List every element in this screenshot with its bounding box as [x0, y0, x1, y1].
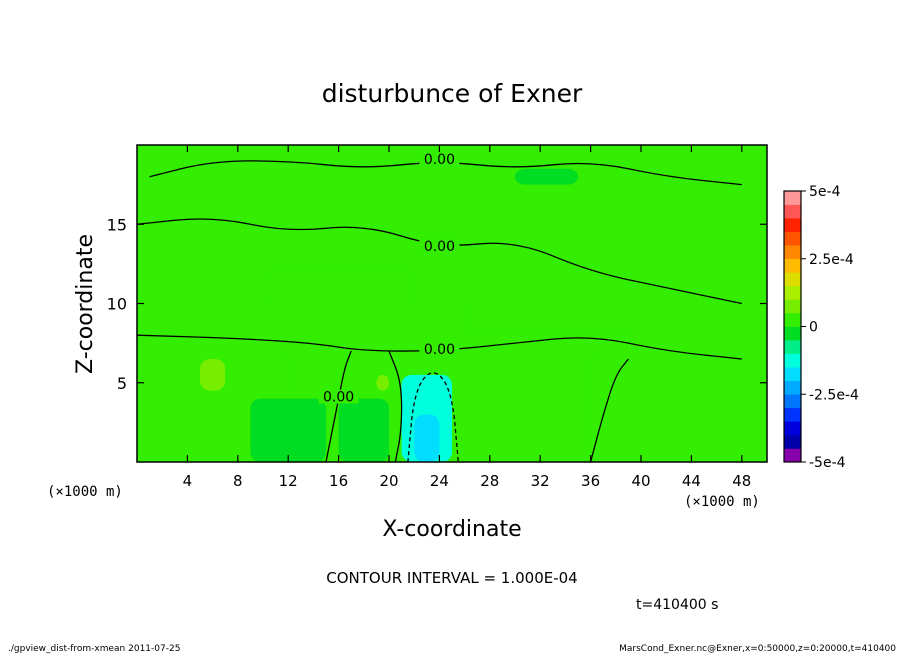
contour-interval: CONTOUR INTERVAL = 1.000E-04	[326, 569, 577, 587]
field-layer	[137, 145, 767, 462]
colorbar-tick-label: -5e-4	[809, 455, 846, 471]
x-tick-label: 4	[183, 472, 193, 490]
colorbar-segment	[784, 245, 801, 260]
colorbar-tick-label: 2.5e-4	[809, 252, 854, 268]
colorbar-segment	[784, 299, 801, 314]
contour-line	[589, 358, 629, 463]
colorbar-segment	[784, 407, 801, 422]
field-region	[250, 398, 326, 462]
x-tick-label: 20	[379, 472, 398, 490]
colorbar-segment	[784, 258, 801, 273]
colorbar-segment	[784, 448, 801, 463]
colorbar-segment	[784, 421, 801, 436]
field-region	[464, 303, 641, 336]
colorbar-segment	[784, 367, 801, 381]
colorbar-segment	[784, 434, 801, 449]
x-tick-label: 28	[480, 472, 499, 490]
field-region	[200, 358, 226, 391]
chart-title: disturbunce of Exner	[322, 79, 583, 108]
time-label: t=410400 s	[636, 597, 718, 613]
contour-label-bg	[419, 151, 460, 166]
field-region	[515, 168, 578, 185]
y-axis-label: Z-coordinate	[73, 234, 98, 374]
contour-line	[136, 218, 742, 305]
colorbar-tick-label: 0	[809, 320, 818, 336]
colorbar-segment	[784, 312, 801, 327]
contour-label: 0.00	[424, 152, 455, 168]
x-axis-label: X-coordinate	[382, 517, 521, 542]
x-tick-label: 12	[279, 472, 298, 490]
plot-area: 0.00 0.00 0.00 0.00	[136, 144, 768, 463]
contour-label: 0.00	[424, 239, 455, 255]
contour-label-bg	[318, 389, 359, 404]
colorbar-segment	[784, 272, 801, 287]
colorbar-tick-label: -2.5e-4	[809, 387, 859, 403]
colorbar-segment	[784, 204, 801, 219]
x-tick-label: 32	[531, 472, 550, 490]
colorbar-segment	[784, 394, 801, 409]
contour-label-bg	[419, 342, 460, 357]
colorbar-tick-label: 5e-4	[809, 184, 841, 200]
y-tick-label: 10	[107, 295, 127, 314]
colorbar-segment	[784, 326, 801, 341]
x-axis: 4 8 12 16 20 24 28 32 36 40 44 48	[183, 145, 751, 490]
contour-line	[325, 350, 352, 463]
contour-layer: 0.00 0.00 0.00 0.00	[136, 151, 742, 463]
x-tick-label: 40	[631, 472, 650, 490]
contour-label: 0.00	[424, 342, 455, 358]
y-tick-label: 5	[117, 374, 127, 393]
x-tick-label: 44	[682, 472, 701, 490]
x-unit-right: (×1000 m)	[684, 494, 760, 510]
x-tick-label: 8	[233, 472, 243, 490]
contour-label: 0.00	[323, 390, 354, 406]
contour-line	[149, 160, 742, 186]
contour-line	[407, 372, 459, 463]
x-tick-label: 16	[329, 472, 348, 490]
colorbar-segment	[784, 191, 801, 205]
colorbar-segment	[784, 380, 801, 395]
footer-right: MarsCond_Exner.nc@Exner,x=0:50000,z=0:20…	[619, 644, 896, 654]
colorbar-segment	[784, 218, 801, 232]
field-region	[263, 271, 415, 304]
colorbar-segment	[784, 340, 801, 354]
x-tick-label: 24	[430, 472, 449, 490]
y-tick-label: 15	[107, 215, 127, 234]
contour-label-bg	[419, 239, 460, 254]
colorbar-segment	[784, 285, 801, 300]
contour-line	[388, 350, 403, 463]
field-region	[338, 398, 389, 462]
colorbar-segment	[784, 353, 801, 368]
x-tick-label: 36	[581, 472, 600, 490]
y-axis: 5 10 15	[107, 215, 767, 393]
contour-line	[136, 334, 742, 360]
field-region	[414, 414, 440, 462]
footer-left: ./gpview_dist-from-xmean 2011-07-25	[8, 644, 180, 654]
field-region	[376, 374, 389, 391]
field-region	[590, 351, 767, 462]
x-unit-left: (×1000 m)	[47, 484, 123, 500]
colorbar-segment	[784, 231, 801, 246]
x-tick-label: 48	[732, 472, 751, 490]
colorbar: 5e-4 2.5e-4 0 -2.5e-4 -5e-4	[783, 184, 859, 471]
